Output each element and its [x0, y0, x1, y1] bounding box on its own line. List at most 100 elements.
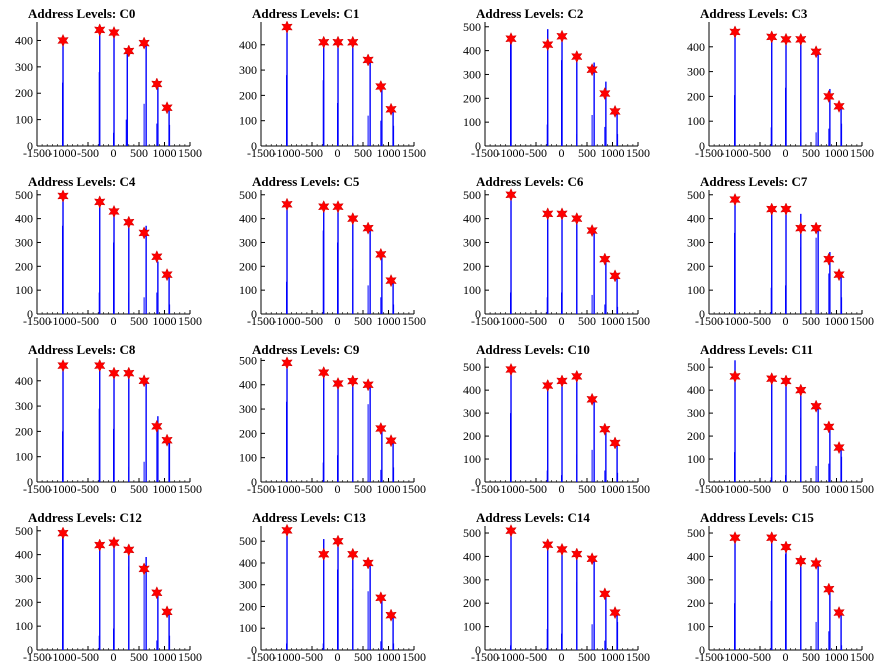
chart-title: Address Levels: C9 [252, 342, 360, 357]
chart-panel: Address Levels: C7 0 100 200 300 400 500 -1500-… [672, 168, 896, 336]
star-marker [385, 102, 397, 116]
star-marker [765, 202, 778, 216]
star-marker [833, 268, 845, 282]
star-marker [599, 587, 611, 601]
star-marker [586, 223, 598, 238]
y-tick-label: 100 [463, 620, 481, 634]
star-marker [317, 365, 330, 380]
star-marker [347, 212, 359, 226]
x-tick-label: -500 [749, 314, 771, 328]
chart-title: Address Levels: C3 [700, 6, 808, 21]
y-tick-label: 400 [15, 212, 33, 226]
star-marker [138, 36, 150, 50]
star-marker [347, 547, 359, 561]
y-tick-label: 100 [463, 283, 481, 297]
y-tick-label: 500 [463, 20, 481, 34]
y-tick-label: 400 [15, 33, 33, 47]
x-tick-label: -1000 [49, 650, 77, 664]
chart-plot: 0 100 200 300 400 -1500-1000 -500 0 500 1000 1500 [15, 358, 202, 496]
x-tick-label: 500 [802, 482, 820, 496]
y-tick-label: 200 [687, 429, 705, 443]
star-marker [795, 383, 807, 397]
star-marker [571, 369, 583, 383]
y-tick-label: 400 [239, 556, 257, 570]
star-marker [347, 35, 359, 49]
y-tick-label: 100 [687, 620, 705, 634]
y-tick-label: 100 [239, 621, 257, 635]
y-tick-label: 300 [15, 399, 33, 413]
star-marker [833, 440, 845, 455]
star-marker [780, 202, 792, 216]
y-tick-label: 300 [463, 235, 481, 249]
x-tick-label: 1500 [402, 650, 426, 664]
x-tick-label: 1500 [178, 146, 202, 160]
star-marker [57, 189, 69, 203]
chart-plot: 0 100 200 300 400 500 -1500-1000 -500 0 500 1000 15… [463, 524, 650, 664]
y-tick-label: 200 [239, 88, 257, 102]
y-tick-label: 200 [463, 429, 481, 443]
y-tick-label: 200 [239, 259, 257, 273]
star-marker [123, 543, 135, 557]
chart-panel: Address Levels: C8 0 100 200 300 400 -1500 -100… [0, 336, 224, 504]
star-marker [57, 358, 69, 373]
x-tick-label: 500 [354, 650, 372, 664]
star-marker [780, 32, 792, 46]
x-tick-label: 0 [559, 314, 565, 328]
star-marker [823, 582, 835, 596]
star-marker [93, 358, 106, 373]
x-tick-label: -500 [749, 650, 771, 664]
star-marker [138, 226, 150, 240]
star-marker [151, 419, 163, 433]
star-marker [795, 554, 807, 568]
star-marker [765, 531, 778, 545]
chart-title: Address Levels: C2 [476, 6, 584, 21]
star-marker [123, 44, 135, 58]
x-tick-label: 0 [111, 482, 117, 496]
star-marker [161, 605, 173, 619]
y-tick-label: 100 [687, 283, 705, 297]
star-marker [108, 536, 120, 550]
star-marker [571, 547, 583, 561]
chart-title: Address Levels: C0 [28, 6, 136, 21]
y-tick-label: 500 [239, 534, 257, 548]
x-tick-label: 500 [130, 482, 148, 496]
x-tick-label: -500 [301, 146, 323, 160]
chart-title: Address Levels: C5 [252, 174, 360, 189]
star-marker [833, 99, 845, 113]
x-tick-label: -1500 [695, 650, 723, 664]
star-marker [729, 369, 741, 383]
star-marker [385, 608, 397, 622]
x-tick-label: 1500 [850, 482, 874, 496]
star-marker [332, 35, 344, 49]
x-tick-label: -1500 [247, 314, 275, 328]
x-tick-label: 1000 [825, 482, 849, 496]
y-tick-label: 400 [239, 212, 257, 226]
x-tick-label: -1000 [49, 482, 77, 496]
x-tick-label: -1500 [23, 146, 51, 160]
star-marker [375, 247, 387, 261]
y-tick-label: 500 [463, 188, 481, 202]
chart-panel: Address Levels: C1 0 100 200 300 400 -1500 -100… [224, 0, 448, 168]
y-tick-label: 400 [463, 212, 481, 226]
y-tick-label: 100 [15, 283, 33, 297]
chart-panel: Address Levels: C5 0 100 200 300 400 500 -1500-… [224, 168, 448, 336]
star-marker [362, 378, 374, 392]
star-marker [362, 221, 374, 235]
y-tick-label: 200 [687, 596, 705, 610]
star-marker [505, 188, 517, 202]
x-tick-label: 1500 [850, 314, 874, 328]
chart-panel: Address Levels: C14 0 100 200 300 400 500 -1500… [448, 504, 672, 672]
x-tick-label: 500 [354, 146, 372, 160]
star-marker [765, 372, 778, 386]
y-tick-label: 300 [15, 235, 33, 249]
x-tick-label: 1000 [601, 482, 625, 496]
star-marker [571, 49, 583, 64]
x-tick-label: -500 [301, 650, 323, 664]
x-tick-label: 1000 [377, 482, 401, 496]
star-marker [161, 101, 173, 115]
chart-title: Address Levels: C7 [700, 174, 808, 189]
star-marker [833, 605, 845, 620]
x-tick-label: -1500 [247, 650, 275, 664]
star-marker [151, 586, 163, 600]
